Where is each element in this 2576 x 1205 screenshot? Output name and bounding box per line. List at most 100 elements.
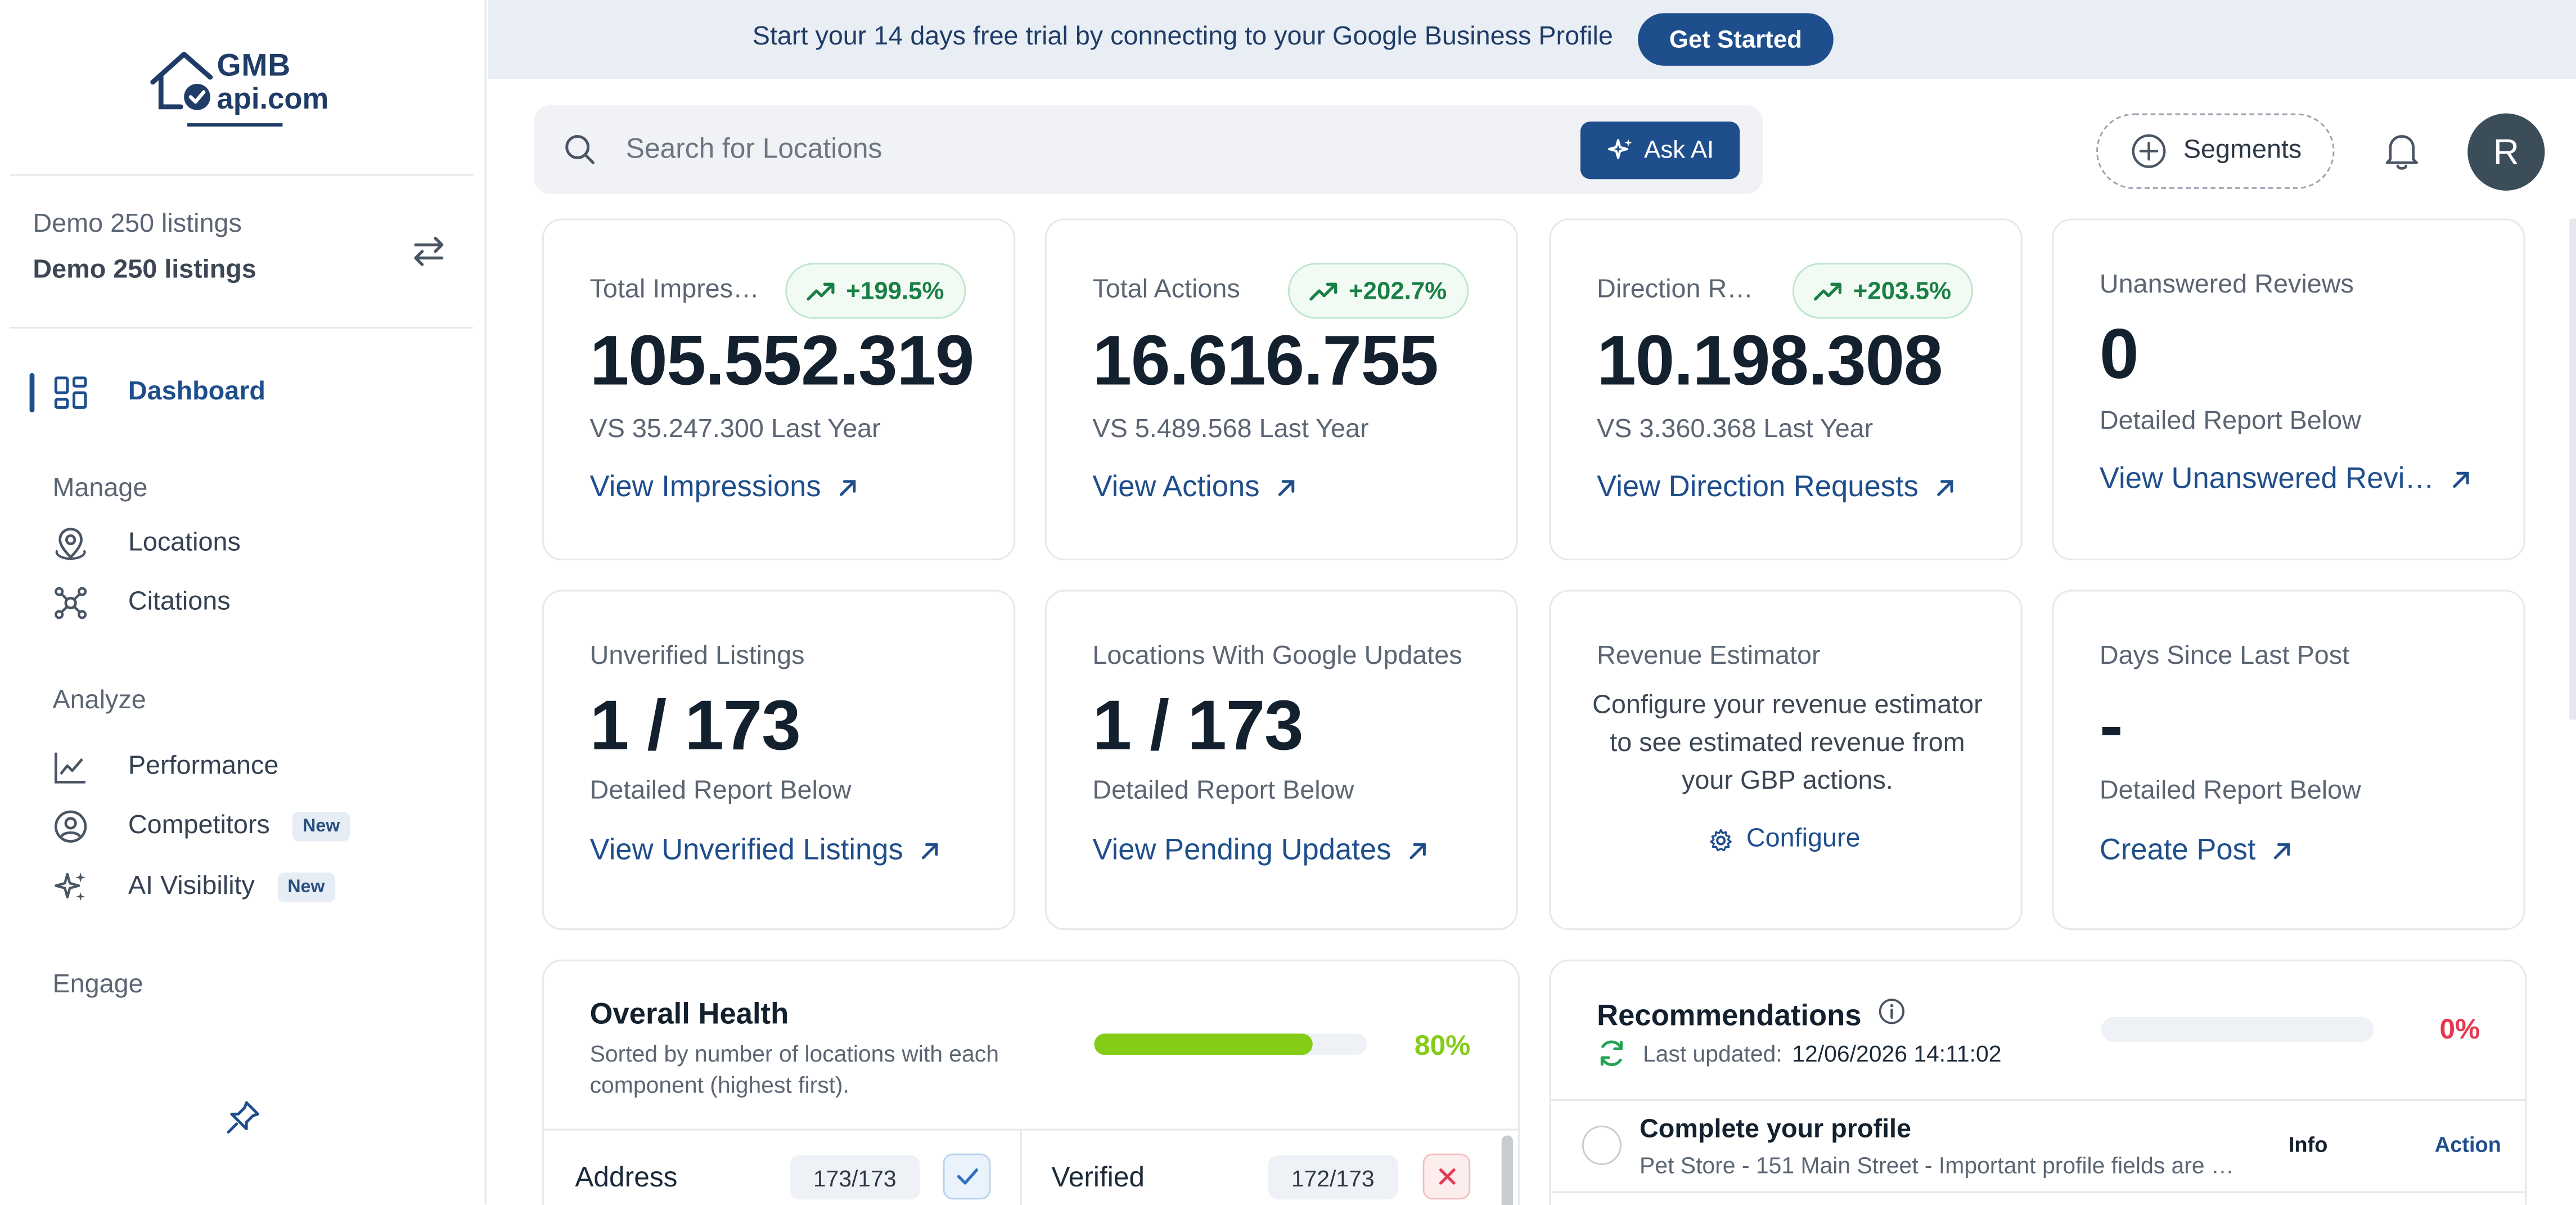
scrollbar[interactable] — [1501, 1135, 1514, 1205]
sidebar-item-label: Competitors — [128, 811, 270, 840]
sidebar-divider — [10, 327, 474, 329]
network-icon — [52, 585, 88, 621]
logo-text-bottom: api.com — [217, 82, 329, 115]
sidebar-item-locations[interactable]: Locations — [52, 524, 241, 564]
link-label: View Pending Updates — [1092, 833, 1391, 866]
logo[interactable]: GMB api.com — [148, 50, 345, 135]
view-actions-link[interactable]: View Actions — [1092, 470, 1295, 504]
view-impressions-link[interactable]: View Impressions — [590, 470, 857, 504]
recommendation-info[interactable]: Info — [2288, 1132, 2328, 1157]
sidebar-item-citations[interactable]: Citations — [52, 583, 231, 623]
configure-button[interactable]: Configure — [1709, 825, 1861, 855]
card-total-impressions: Total Impressions +199.5% 105.552.319 VS… — [542, 218, 1016, 561]
last-updated: Last updated: 12/06/2026 14:11:02 — [1597, 1038, 2001, 1068]
trend-up-icon — [1813, 282, 1842, 301]
get-started-button[interactable]: Get Started — [1638, 13, 1834, 66]
logo-underline — [187, 123, 283, 127]
segments-button[interactable]: Segments — [2096, 113, 2335, 189]
trial-banner-text: Start your 14 days free trial by connect… — [752, 23, 1613, 51]
account-switcher[interactable]: Demo 250 listings Demo 250 listings — [33, 210, 256, 286]
metric-compare: VS 35.247.300 Last Year — [589, 415, 881, 444]
panel-title: Recommendations — [1597, 997, 1906, 1033]
sidebar-item-dashboard[interactable]: Dashboard — [52, 373, 265, 412]
dashboard-icon — [52, 375, 88, 411]
create-post-link[interactable]: Create Post — [2100, 833, 2292, 867]
sidebar-item-label: Citations — [128, 588, 231, 617]
last-updated-value: 12/06/2026 14:11:02 — [1792, 1040, 2002, 1067]
trend-up-icon — [807, 282, 835, 301]
card-label: Direction Requests — [1597, 276, 1768, 304]
view-pending-updates-link[interactable]: View Pending Updates — [1092, 833, 1427, 867]
account-name: Demo 250 listings — [33, 256, 256, 285]
health-percent: 80% — [1414, 1030, 1471, 1062]
sidebar-item-label: AI Visibility — [128, 872, 255, 901]
link-label: View Impressions — [589, 470, 821, 503]
metric-value: 16.616.755 — [1092, 322, 1438, 401]
arrow-up-right-icon — [2274, 842, 2290, 858]
info-icon[interactable] — [1878, 997, 1906, 1033]
revenue-description: Configure your revenue estimator to see … — [1592, 691, 1983, 795]
card-google-updates: Locations With Google Updates 1 / 173 De… — [1044, 590, 1518, 930]
recommendation-title: Complete your profile — [1640, 1116, 1912, 1144]
segments-label: Segments — [2183, 136, 2302, 165]
change-value: +203.5% — [1853, 277, 1951, 305]
card-direction-requests: Direction Requests +203.5% 10.198.308 VS… — [1549, 218, 2023, 561]
link-label: Create Post — [2099, 833, 2256, 866]
card-label: Revenue Estimator — [1597, 642, 1821, 671]
link-label: View Actions — [1092, 470, 1260, 503]
metric-value: 10.198.308 — [1597, 322, 1943, 401]
sidebar: GMB api.com Demo 250 listings Demo 250 l… — [0, 0, 487, 1205]
recommendations-percent: 0% — [2439, 1014, 2480, 1045]
last-updated-label: Last updated: — [1642, 1040, 1782, 1067]
page-scrollbar[interactable] — [2569, 218, 2576, 720]
recommendation-action[interactable]: Action — [2434, 1132, 2501, 1157]
view-unanswered-reviews-link[interactable]: View Unanswered Reviews — [2100, 462, 2471, 496]
search-input[interactable] — [625, 128, 1546, 171]
line-chart-icon — [52, 749, 88, 785]
sidebar-divider — [10, 174, 474, 176]
bell-icon[interactable] — [2382, 130, 2421, 173]
recommendations-panel: Recommendations Last updated: 12/06/2026… — [1549, 959, 2527, 1205]
swap-icon[interactable] — [411, 233, 447, 269]
recommendations-progress-bar — [2101, 1017, 2374, 1042]
sidebar-item-ai-visibility[interactable]: AI Visibility New — [52, 867, 335, 907]
arrow-up-right-icon — [2453, 471, 2469, 487]
arrow-up-right-icon — [839, 479, 855, 496]
arrow-up-right-icon — [921, 842, 938, 858]
change-badge: +199.5% — [785, 263, 966, 319]
user-search-icon — [52, 808, 88, 844]
metric-sub: Detailed Report Below — [589, 777, 852, 806]
panel-divider — [1551, 1191, 2525, 1193]
health-row-count: 172/173 — [1268, 1155, 1398, 1200]
card-revenue-estimator: Revenue Estimator Configure your revenue… — [1549, 590, 2023, 930]
card-label: Unverified Listings — [589, 642, 805, 671]
recommendation-subtitle: Pet Store - 151 Main Street - Important … — [1640, 1152, 2234, 1179]
recommendation-checkbox[interactable] — [1582, 1125, 1622, 1165]
sidebar-item-label: Dashboard — [128, 377, 265, 406]
close-icon — [1422, 1153, 1471, 1200]
house-check-icon — [150, 52, 213, 110]
panel-title: Overall Health — [589, 997, 789, 1031]
account-group: Demo 250 listings — [33, 210, 242, 239]
health-progress-fill — [1094, 1033, 1313, 1055]
health-row-count: 173/173 — [790, 1155, 920, 1200]
card-unanswered-reviews: Unanswered Reviews 0 Detailed Report Bel… — [2052, 218, 2525, 561]
view-unverified-listings-link[interactable]: View Unverified Listings — [590, 833, 939, 867]
change-value: +202.7% — [1349, 277, 1447, 305]
metric-sub: Detailed Report Below — [2099, 407, 2361, 436]
sidebar-item-competitors[interactable]: Competitors New — [52, 807, 350, 846]
card-label: Days Since Last Post — [2099, 642, 2350, 671]
view-direction-requests-link[interactable]: View Direction Requests — [1597, 470, 1954, 504]
configure-label: Configure — [1746, 825, 1861, 853]
sidebar-item-performance[interactable]: Performance — [52, 748, 278, 787]
card-total-actions: Total Actions +202.7% 16.616.755 VS 5.48… — [1044, 218, 1518, 561]
metric-sub: Detailed Report Below — [2099, 777, 2361, 806]
refresh-icon[interactable] — [1597, 1038, 1627, 1068]
sparkles-icon — [1607, 138, 1632, 159]
pin-sidebar-icon[interactable] — [223, 1098, 263, 1137]
ask-ai-button[interactable]: Ask AI — [1580, 122, 1740, 179]
metric-compare: VS 5.489.568 Last Year — [1092, 415, 1369, 444]
avatar[interactable]: R — [2467, 113, 2545, 191]
